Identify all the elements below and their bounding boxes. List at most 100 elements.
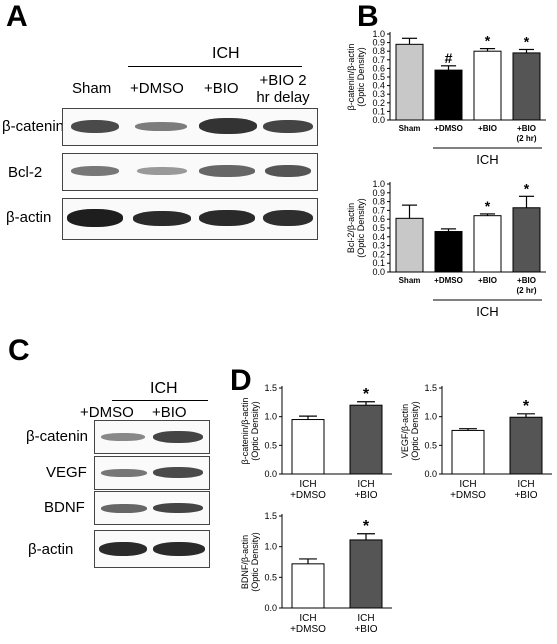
y-tick-label: 0.5	[372, 223, 385, 233]
group-label: ICH	[476, 304, 498, 319]
y-tick-label: 0.0	[264, 603, 277, 613]
band	[101, 433, 145, 441]
y-tick-label: 0.7	[372, 55, 385, 65]
y-tick-label: 0.0	[372, 115, 385, 125]
x-tick-label: +DMSO	[434, 276, 463, 285]
panel-a-row-bcatenin: β-catenin	[2, 118, 64, 135]
x-tick-label: Sham	[399, 124, 421, 133]
group-label: ICH	[476, 152, 498, 167]
significance-marker: *	[485, 33, 491, 49]
chart-d-bcatenin: β-catenin/β-actin(Optic Density) 0.0 0.5 1.…	[240, 383, 392, 501]
panel-c-row-bdnf: BDNF	[44, 499, 85, 516]
bar	[473, 215, 502, 273]
y-tick-label: 0.3	[372, 89, 385, 99]
y-axis-label: Bcl-2/β-actin(Optic Density)	[346, 198, 366, 258]
panel-a-col-bio-delay: +BIO 2 hr delay	[256, 72, 310, 106]
y-tick-label: 1.5	[264, 383, 277, 393]
band	[135, 122, 187, 131]
x-tick-label: +DMSO	[450, 490, 486, 501]
significance-marker: *	[363, 386, 370, 403]
y-tick-label: 0.9	[372, 38, 385, 48]
band	[101, 469, 147, 477]
panel-a-col-dmso: +DMSO	[130, 80, 184, 97]
x-tick-label: +BIO	[514, 490, 537, 501]
y-tick-label: 1.0	[372, 179, 385, 189]
chart-b-bcatenin: β-catenin/β-actin(Optic Density) 0.00.1 0.…	[346, 29, 546, 167]
band	[101, 504, 147, 513]
band	[137, 167, 187, 175]
x-tick-label: (2 hr)	[517, 134, 537, 143]
significance-marker: *	[485, 198, 491, 214]
y-tick-label: 1.0	[372, 29, 385, 39]
y-tick-label: 0.1	[372, 258, 385, 268]
band	[265, 165, 311, 177]
y-tick-label: 0.8	[372, 46, 385, 56]
y-tick-label: 0.0	[264, 469, 277, 479]
x-tick-label: +BIO	[354, 624, 377, 635]
x-tick-label: Sham	[399, 276, 421, 285]
y-tick-label: 1.0	[264, 542, 277, 552]
x-tick-label: +BIO	[354, 490, 377, 501]
bar	[291, 419, 325, 475]
y-tick-label: 0.0	[372, 267, 385, 277]
panel-c-col-dmso: +DMSO	[80, 404, 134, 421]
panel-c-col-bio: +BIO	[152, 404, 187, 421]
panel-a-row-bcl2: Bcl-2	[8, 164, 43, 181]
y-tick-label: 0.6	[372, 214, 385, 224]
x-tick-label: ICH	[357, 613, 374, 624]
bar	[434, 231, 463, 273]
x-tick-label: ICH	[357, 479, 374, 490]
bar	[434, 69, 463, 121]
panel-a-col-bio: +BIO	[204, 80, 239, 97]
y-tick-label: 0.3	[372, 241, 385, 251]
band	[99, 542, 147, 556]
band	[133, 211, 191, 226]
x-tick-label: (2 hr)	[517, 286, 537, 295]
band	[153, 431, 203, 443]
bar	[451, 429, 485, 475]
x-tick-label: +DMSO	[290, 624, 326, 635]
y-tick-label: 0.1	[372, 106, 385, 116]
panel-c-row-bactin: β-actin	[28, 541, 74, 558]
y-tick-label: 0.0	[424, 469, 437, 479]
y-tick-label: 1.5	[264, 511, 277, 521]
bar	[395, 43, 424, 121]
x-tick-label: ICH	[517, 479, 534, 490]
band	[153, 503, 203, 513]
bar	[512, 52, 541, 121]
blot-a-bcatenin	[62, 108, 318, 146]
panel-c-row-bcatenin: β-catenin	[26, 428, 88, 445]
panel-c-row-vegf: VEGF	[46, 464, 87, 481]
y-tick-label: 0.2	[372, 249, 385, 259]
significance-marker: *	[524, 180, 530, 196]
y-axis-label: β-catenin/β-actin(Optic Density)	[240, 398, 260, 465]
y-tick-label: 0.5	[424, 440, 437, 450]
panel-a-letter: A	[6, 0, 28, 33]
y-tick-label: 0.7	[372, 205, 385, 215]
y-axis-label: VEGF/β-actin(Optic Density)	[400, 401, 420, 461]
y-tick-label: 0.4	[372, 81, 385, 91]
y-axis-label: β-catenin/β-actin(Optic Density)	[346, 44, 366, 111]
blot-c-vegf	[94, 456, 210, 490]
blot-a-bcl2	[62, 153, 318, 191]
y-tick-label: 1.0	[424, 412, 437, 422]
x-tick-label: ICH	[459, 479, 476, 490]
x-tick-label: +BIO	[478, 124, 497, 133]
bar	[473, 50, 502, 121]
y-tick-label: 0.5	[372, 72, 385, 82]
blot-a-bactin	[62, 198, 318, 240]
blot-c-bcatenin	[94, 420, 210, 454]
panel-d-letter: D	[230, 364, 252, 397]
band	[71, 120, 119, 133]
significance-marker: *	[363, 518, 370, 535]
x-tick-label: +DMSO	[290, 490, 326, 501]
bar	[395, 217, 424, 273]
panel-a-group-label: ICH	[212, 45, 240, 62]
x-tick-label: +DMSO	[434, 124, 463, 133]
panel-b-letter: B	[357, 0, 379, 33]
y-axis-label: BDNF/β-actin(Optic Density)	[240, 532, 260, 592]
significance-marker: #	[445, 50, 453, 66]
band	[67, 209, 123, 227]
blot-c-bdnf	[94, 491, 210, 525]
bar	[349, 404, 383, 475]
